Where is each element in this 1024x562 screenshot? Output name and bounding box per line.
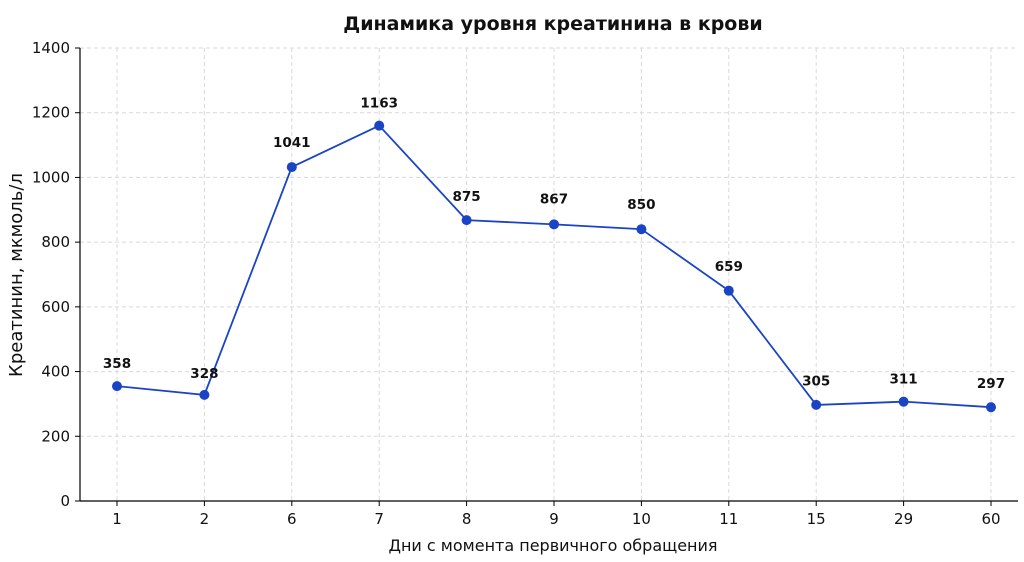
grid [80, 47, 1018, 501]
axes [79, 48, 1018, 502]
chart-title: Динамика уровня креатинина в крови [343, 13, 762, 35]
x-tick-label: 10 [632, 510, 651, 528]
y-tick-label: 1000 [32, 168, 70, 186]
data-labels: 358 328 1041 1163 875 867 850 659 305 311 297 [103, 96, 1005, 392]
data-label: 1163 [360, 96, 398, 112]
data-point [898, 396, 909, 407]
data-point [811, 399, 822, 410]
y-axis-ticks: 0 200 400 600 800 1000 1200 1400 [32, 39, 80, 510]
x-tick-label: 1 [112, 510, 122, 528]
series-layer [112, 120, 996, 413]
data-label: 328 [190, 366, 218, 382]
y-tick-label: 1400 [32, 39, 70, 57]
data-label: 305 [802, 373, 830, 389]
x-axis-label: Дни с момента первичного обращения [388, 536, 717, 555]
y-axis-label: Креатинин, мкмоль/л [6, 173, 27, 377]
data-point [199, 389, 210, 400]
y-tick-label: 0 [60, 492, 70, 510]
data-label: 311 [890, 371, 918, 387]
data-point [286, 162, 297, 173]
data-label: 358 [103, 356, 131, 372]
y-tick-label: 800 [41, 233, 70, 251]
x-tick-label: 7 [374, 510, 384, 528]
x-tick-label: 6 [287, 510, 297, 528]
data-point [549, 219, 559, 230]
x-tick-label: 15 [807, 510, 826, 528]
data-label: 867 [540, 191, 568, 207]
data-point [723, 285, 734, 296]
data-label: 850 [627, 197, 655, 213]
data-label: 1041 [273, 135, 311, 151]
y-tick-label: 600 [41, 298, 70, 316]
data-point [461, 215, 472, 226]
x-axis-ticks: 1 2 6 7 8 9 10 11 15 29 60 [112, 501, 1001, 528]
data-point [986, 402, 996, 413]
data-point [112, 381, 122, 392]
y-tick-label: 400 [41, 363, 70, 381]
data-label: 297 [977, 376, 1005, 392]
y-tick-label: 200 [41, 427, 70, 445]
y-tick-label: 1200 [32, 104, 70, 122]
x-tick-label: 11 [719, 510, 738, 528]
data-point [374, 120, 385, 131]
x-tick-label: 9 [549, 510, 559, 528]
data-label: 875 [453, 189, 481, 205]
x-tick-label: 60 [981, 510, 1000, 528]
x-tick-label: 29 [894, 510, 913, 528]
data-label: 659 [715, 259, 743, 275]
data-point [636, 224, 647, 235]
x-tick-label: 8 [462, 510, 472, 528]
x-tick-label: 2 [200, 510, 210, 528]
